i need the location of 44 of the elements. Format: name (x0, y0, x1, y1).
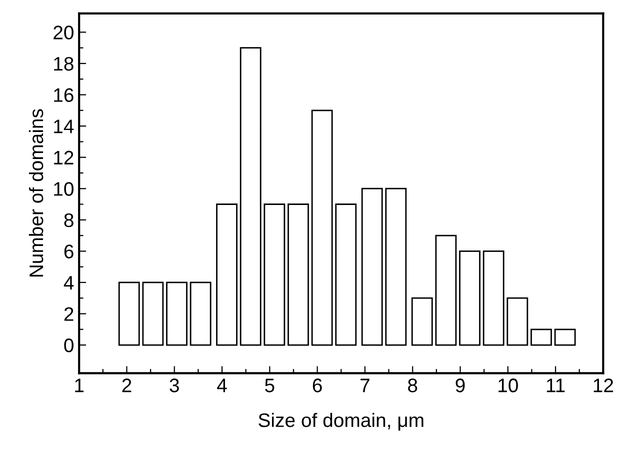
x-tick-label: 12 (594, 378, 614, 392)
y-tick-label: 6 (64, 244, 74, 258)
x-tick-label: 7 (360, 378, 370, 392)
bar (361, 188, 383, 346)
x-tick-label: 6 (312, 378, 322, 392)
x-tick-label: 11 (546, 378, 565, 392)
x-axis-title: Size of domain, μm (258, 412, 424, 431)
y-tick-label: 0 (64, 338, 74, 352)
bar (554, 328, 576, 346)
bar (335, 204, 357, 346)
y-tick-label: 12 (54, 150, 74, 164)
x-tick-label: 4 (217, 378, 227, 392)
bar (506, 297, 528, 346)
y-tick-label: 4 (64, 276, 74, 290)
bar (435, 234, 457, 346)
bar (216, 204, 238, 346)
bar (264, 204, 286, 346)
bar (288, 204, 309, 346)
y-tick-label: 8 (64, 213, 74, 228)
x-tick-label: 10 (498, 378, 518, 392)
bar (411, 297, 433, 346)
y-tick-label: 18 (54, 56, 74, 71)
x-tick-label: 3 (170, 378, 179, 392)
x-tick-label: 8 (408, 378, 418, 392)
bar (385, 188, 407, 346)
bar (311, 110, 333, 346)
bar (459, 250, 480, 346)
x-tick-label: 5 (265, 378, 274, 392)
bar (142, 282, 164, 346)
bar (530, 328, 552, 346)
x-tick-label: 1 (75, 378, 84, 392)
x-tick-label: 9 (456, 378, 465, 392)
y-tick-label: 14 (54, 120, 74, 134)
y-tick-label: 16 (54, 88, 74, 102)
bar (240, 47, 262, 346)
y-tick-label: 2 (64, 307, 74, 321)
bar (166, 282, 188, 346)
bar (482, 250, 504, 346)
bar (190, 282, 212, 346)
x-tick-label: 2 (122, 378, 132, 392)
bar (118, 282, 140, 346)
y-tick-label: 10 (54, 182, 74, 196)
y-axis-title: Number of domains (28, 109, 44, 277)
y-tick-label: 20 (54, 26, 74, 40)
